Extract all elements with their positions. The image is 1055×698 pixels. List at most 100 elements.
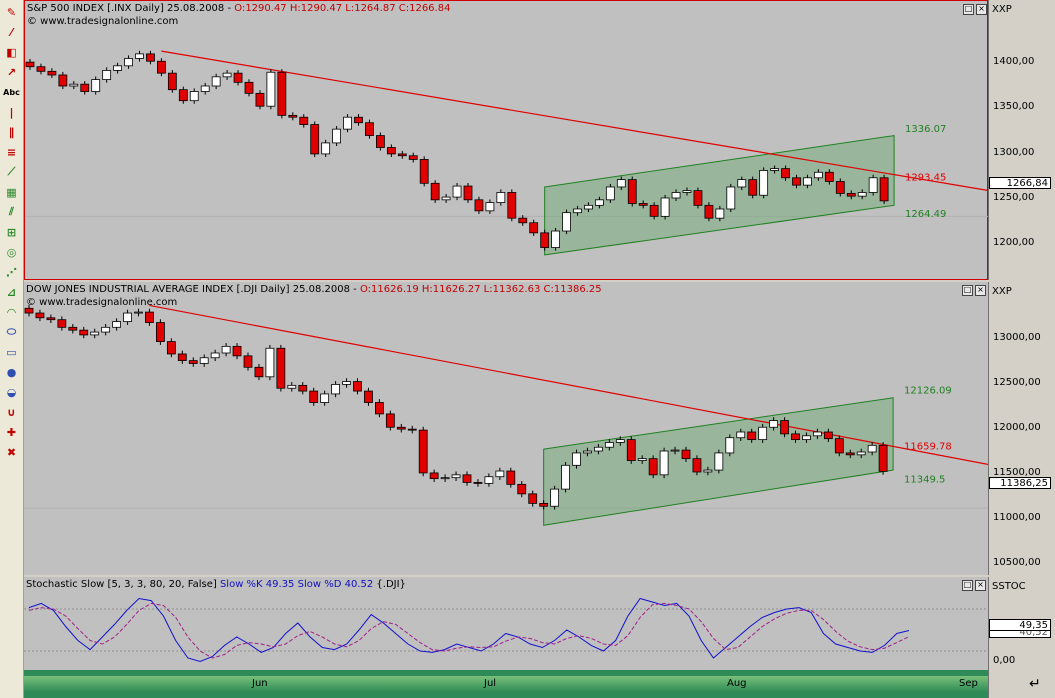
dji-candle bbox=[298, 384, 308, 392]
dji-tick: 12500,00 bbox=[993, 377, 1041, 388]
fibonacci-icon[interactable]: ≡ bbox=[6, 145, 17, 159]
sp500-candle bbox=[857, 192, 867, 197]
dji-close-icon[interactable]: × bbox=[975, 285, 986, 296]
rectangle-icon[interactable]: ▭ bbox=[6, 345, 17, 359]
dji-title: DOW JONES INDUSTRIAL AVERAGE INDEX [.DJI… bbox=[26, 284, 360, 295]
dji-price-scale[interactable]: XXP 13000,00 12500,00 12000,00 11500,00 … bbox=[988, 282, 1055, 575]
dji-candle bbox=[791, 433, 800, 441]
sp500-candle bbox=[277, 71, 287, 116]
sp500-chart-pane[interactable]: 1336.07 1293.45 1264.49 S&P 500 INDEX [.IN… bbox=[24, 0, 989, 281]
dji-candle bbox=[287, 384, 297, 389]
dji-candle bbox=[364, 390, 373, 403]
resize-arrow-icon[interactable]: ↵ bbox=[1029, 676, 1041, 692]
sp500-candle bbox=[113, 65, 122, 71]
dji-candle bbox=[353, 381, 362, 392]
dji-candle bbox=[440, 477, 450, 480]
sp500-candle bbox=[518, 217, 528, 224]
parallel-lines-icon[interactable]: ∥ bbox=[8, 125, 15, 139]
dji-watermark: © www.tradesignalonline.com bbox=[26, 297, 178, 308]
andrews-icon[interactable]: ⊞ bbox=[6, 225, 17, 239]
sp500-candle bbox=[748, 179, 758, 196]
sp500-last-price: 1266,84 bbox=[989, 177, 1051, 189]
sp500-maximize-icon[interactable]: □ bbox=[963, 4, 974, 15]
scroll-corner[interactable]: ↵ bbox=[988, 670, 1055, 698]
dji-chart[interactable]: 12126.09 11659.78 11349.5 bbox=[24, 282, 988, 575]
speed-lines-icon[interactable]: ⋰ bbox=[6, 265, 17, 279]
sp500-tick: 1200,00 bbox=[993, 237, 1035, 248]
dji-tick: 11500,00 bbox=[993, 467, 1041, 478]
magnet-icon[interactable]: ∪ bbox=[7, 405, 16, 419]
dji-candle bbox=[583, 450, 592, 454]
stochastic-chart[interactable] bbox=[24, 577, 988, 670]
text-tool[interactable]: Abc bbox=[3, 87, 20, 97]
dji-channel-lower-label: 11349.5 bbox=[904, 474, 945, 485]
dji-tick: 10500,00 bbox=[993, 557, 1041, 568]
sp500-candle bbox=[573, 208, 582, 214]
stochastic-close-icon[interactable]: × bbox=[975, 580, 986, 591]
sp500-candle bbox=[463, 185, 473, 201]
sp500-watermark: © www.tradesignalonline.com bbox=[27, 16, 179, 27]
dji-candle bbox=[572, 452, 581, 466]
dji-chart-pane[interactable]: 12126.09 11659.78 11349.5 DOW JONES INDUST… bbox=[24, 282, 988, 575]
dji-candle bbox=[725, 437, 735, 454]
dji-candle bbox=[418, 429, 428, 474]
dji-candle bbox=[68, 326, 78, 331]
stochastic-maximize-icon[interactable]: □ bbox=[962, 580, 973, 591]
sp500-close-icon[interactable]: × bbox=[976, 4, 987, 15]
sp500-candle bbox=[222, 72, 232, 78]
dji-candle bbox=[637, 458, 647, 461]
eraser-icon[interactable]: ◧ bbox=[6, 45, 17, 59]
sp500-candle bbox=[649, 204, 659, 217]
dji-candle bbox=[155, 322, 165, 342]
dji-candle bbox=[714, 452, 724, 471]
fan-icon[interactable]: ⊿ bbox=[6, 285, 17, 299]
sp500-tick: 1400,00 bbox=[993, 56, 1035, 67]
dji-candle bbox=[517, 483, 527, 495]
sp500-channel-lower-label: 1264.49 bbox=[905, 209, 946, 220]
arc-icon[interactable]: ◠ bbox=[7, 305, 16, 319]
ellipse-icon[interactable]: ⬭ bbox=[6, 325, 17, 338]
time-axis[interactable]: Jun Jul Aug Sep bbox=[24, 670, 988, 698]
stochastic-title: Stochastic Slow [5, 3, 3, 80, 20, False] bbox=[26, 579, 220, 590]
arrow-icon[interactable]: ↗ bbox=[6, 65, 17, 79]
sp500-candle bbox=[135, 53, 144, 59]
stochastic-pane[interactable]: Stochastic Slow [5, 3, 3, 80, 20, False]… bbox=[24, 577, 988, 670]
sp500-header: S&P 500 INDEX [.INX Daily] 25.08.2008 - … bbox=[27, 3, 450, 14]
dji-candle bbox=[46, 317, 56, 321]
dji-candle bbox=[374, 402, 384, 415]
trendline-icon[interactable]: ⁄ bbox=[10, 25, 13, 39]
cycle-icon[interactable]: ◎ bbox=[6, 245, 17, 259]
dji-scale-name: XXP bbox=[992, 286, 1012, 297]
stochastic-scale[interactable]: SSTOC 40,52 49,35 0,00 bbox=[988, 577, 1055, 670]
sp500-candle bbox=[660, 197, 670, 217]
sp500-candle bbox=[288, 114, 298, 118]
dji-candle bbox=[878, 444, 888, 472]
dji-maximize-icon[interactable]: □ bbox=[962, 285, 973, 296]
dji-candle bbox=[845, 452, 855, 456]
dji-candle bbox=[484, 476, 494, 484]
dji-candle bbox=[780, 420, 789, 435]
gann-icon[interactable]: ⫽ bbox=[9, 205, 14, 218]
crosshair-icon[interactable]: ✚ bbox=[6, 425, 17, 439]
sp500-candle bbox=[47, 70, 57, 76]
dji-candle bbox=[57, 319, 67, 328]
sp500-chart[interactable]: 1336.07 1293.45 1264.49 bbox=[25, 1, 989, 281]
sp500-candle bbox=[605, 186, 615, 201]
regression-channel-icon[interactable]: ▦ bbox=[6, 185, 17, 199]
sp500-candle bbox=[408, 155, 418, 160]
sp500-price-scale[interactable]: XXP 1400,00 1350,00 1300,00 1250,00 1200… bbox=[988, 0, 1055, 280]
sp500-candle bbox=[627, 179, 637, 204]
sp500-channel-mid-label: 1293.45 bbox=[905, 172, 946, 183]
dji-candle bbox=[429, 472, 439, 480]
pencil-icon[interactable]: ✎ bbox=[6, 5, 17, 19]
dji-candle bbox=[232, 345, 242, 357]
half-circle-icon[interactable]: ◒ bbox=[6, 385, 17, 399]
vertical-line-icon[interactable]: | bbox=[9, 105, 14, 119]
dji-candle bbox=[199, 357, 209, 364]
delete-tool-icon[interactable]: ✖ bbox=[6, 445, 17, 459]
circle-icon[interactable]: ● bbox=[6, 365, 17, 379]
dji-candle bbox=[210, 352, 220, 359]
dji-candle bbox=[604, 442, 614, 448]
dji-candle bbox=[813, 431, 822, 437]
ray-icon[interactable]: ⟋ bbox=[7, 165, 16, 178]
